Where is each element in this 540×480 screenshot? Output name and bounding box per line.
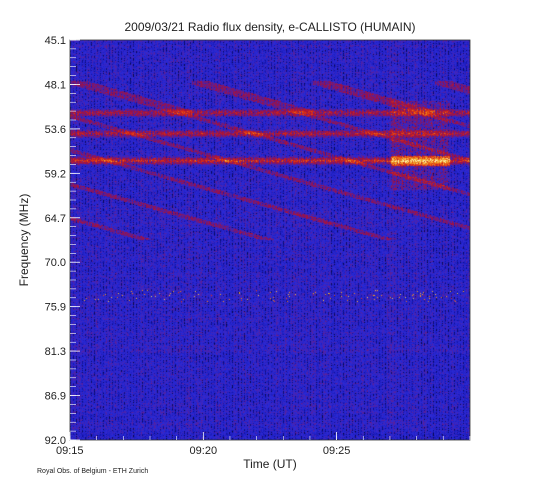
- y-tick-label: 45.1: [45, 35, 66, 47]
- x-tick-label: 09:20: [190, 445, 218, 457]
- y-tick-label: 92.0: [45, 435, 66, 447]
- credit-line: Royal Obs. of Belgium - ETH Zurich: [37, 468, 148, 475]
- y-tick-label: 75.9: [45, 302, 66, 314]
- spectrogram-image: [70, 40, 470, 440]
- y-tick-label: 70.0: [45, 257, 66, 269]
- y-axis-ticks: 45.1 48.1 53.6 59.2 64.7 70.0 75.9 81.3 86.9 92.0: [45, 35, 80, 447]
- x-tick-label: 09:15: [56, 445, 84, 457]
- x-tick-label: 09:25: [323, 445, 351, 457]
- y-tick-label: 59.2: [45, 168, 66, 180]
- y-tick-label: 48.1: [45, 79, 66, 91]
- y-tick-label: 81.3: [45, 346, 66, 358]
- chart-title: 2009/03/21 Radio flux density, e-CALLIST…: [124, 20, 415, 34]
- plot-frame: [69, 39, 471, 441]
- x-axis-label: Time (UT): [243, 457, 297, 471]
- y-tick-label: 53.6: [45, 124, 66, 136]
- y-tick-label: 64.7: [45, 213, 66, 225]
- x-axis-ticks: 09:15 09:20 09:25: [56, 432, 471, 457]
- y-axis-label: Frequency (MHz): [17, 194, 31, 287]
- y-tick-label: 86.9: [45, 391, 66, 403]
- spectrogram-plot: [69, 39, 471, 441]
